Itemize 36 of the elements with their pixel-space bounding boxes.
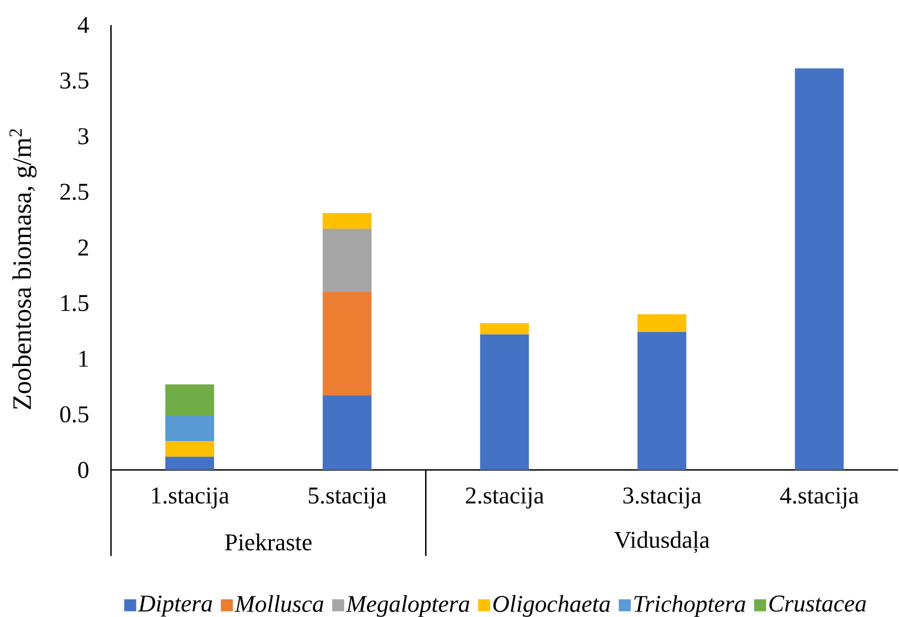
text: Vidusdaļa: [614, 530, 710, 553]
text: Piekraste: [225, 533, 312, 550]
legend-label: Mollusca: [234, 594, 324, 612]
bar: [480, 322, 529, 334]
bar: [794, 68, 844, 470]
bar: [322, 212, 372, 228]
bar: [638, 332, 686, 470]
y-tick-label: 2: [78, 239, 88, 256]
x-tick-label: 5.stacija: [308, 487, 386, 508]
x-tick-label: 3.stacija: [623, 487, 702, 508]
legend-label: Oligochaeta: [493, 594, 610, 617]
bar: [480, 334, 529, 470]
x-tick-label: 1.stacija: [152, 487, 230, 508]
y-axis-title: Zoobentosa biomasa, g/m$^{2}$: [9, 128, 37, 409]
bar: [165, 384, 214, 416]
y-tick-label: 2.5: [60, 184, 88, 200]
y-tick-label: 4: [78, 16, 89, 33]
y-tick-label: 0.5: [60, 406, 88, 422]
bar: [322, 228, 372, 292]
bar: [165, 440, 214, 456]
bar: [165, 456, 214, 470]
y-tick-label: 1.5: [61, 294, 88, 312]
legend-label: Trichoptera: [634, 594, 746, 617]
x-tick-label: 2.stacija: [466, 487, 544, 508]
legend-label: Crustacea: [769, 595, 866, 612]
y-tick-label: 0: [78, 462, 88, 478]
y-tick-label: 3: [78, 128, 88, 144]
legend-label: Megaloptera: [346, 594, 470, 617]
legend-label: Diptera: [138, 595, 212, 616]
bar: [165, 415, 214, 441]
bar: [322, 395, 372, 470]
bar: [322, 292, 372, 396]
y-tick-label: 3.5: [60, 72, 88, 89]
bar: [638, 314, 686, 332]
x-tick-label: 4.stacija: [780, 487, 859, 508]
y-tick-label: 1: [79, 350, 88, 366]
